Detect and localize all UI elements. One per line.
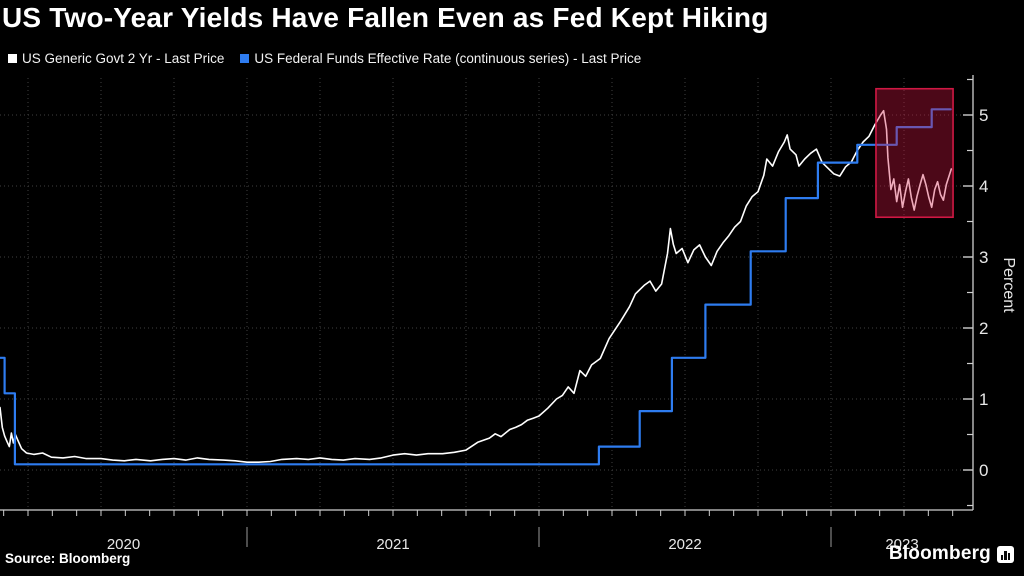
blue-series-swatch-icon bbox=[240, 54, 250, 63]
legend-item-2yr-yield: US Generic Govt 2 Yr - Last Price bbox=[8, 51, 224, 66]
white-series-swatch-icon bbox=[8, 54, 17, 63]
legend-label-fed-funds: US Federal Funds Effective Rate (continu… bbox=[254, 51, 642, 66]
y-tick-label: 4 bbox=[979, 177, 988, 196]
chart-title: US Two-Year Yields Have Fallen Even as F… bbox=[2, 2, 769, 33]
y-tick-label: 0 bbox=[979, 461, 988, 480]
x-year-label: 2021 bbox=[376, 536, 409, 553]
two-year-yield-series-line bbox=[0, 109, 953, 463]
x-year-label: 2020 bbox=[107, 536, 140, 553]
source-credit: Source: Bloomberg bbox=[5, 551, 131, 566]
chart-legend: US Generic Govt 2 Yr - Last Price US Fed… bbox=[8, 51, 641, 66]
legend-label-2yr-yield: US Generic Govt 2 Yr - Last Price bbox=[22, 51, 225, 66]
highlight-box bbox=[875, 87, 954, 219]
fed-funds-series-line bbox=[0, 108, 952, 466]
y-axis-title: Percent bbox=[1000, 257, 1017, 313]
bloomberg-mark-icon bbox=[997, 545, 1014, 563]
y-tick-label: 5 bbox=[979, 106, 988, 125]
legend-item-fed-funds: US Federal Funds Effective Rate (continu… bbox=[240, 51, 641, 66]
x-year-label: 2022 bbox=[668, 536, 701, 553]
y-tick-label: 2 bbox=[979, 319, 988, 338]
bloomberg-logo-text: Bloomberg bbox=[888, 543, 991, 564]
y-tick-label: 3 bbox=[979, 248, 988, 267]
bloomberg-logo: Bloomberg bbox=[889, 543, 1014, 565]
x-year-label: 2023 bbox=[885, 536, 918, 553]
y-tick-label: 1 bbox=[979, 390, 988, 409]
